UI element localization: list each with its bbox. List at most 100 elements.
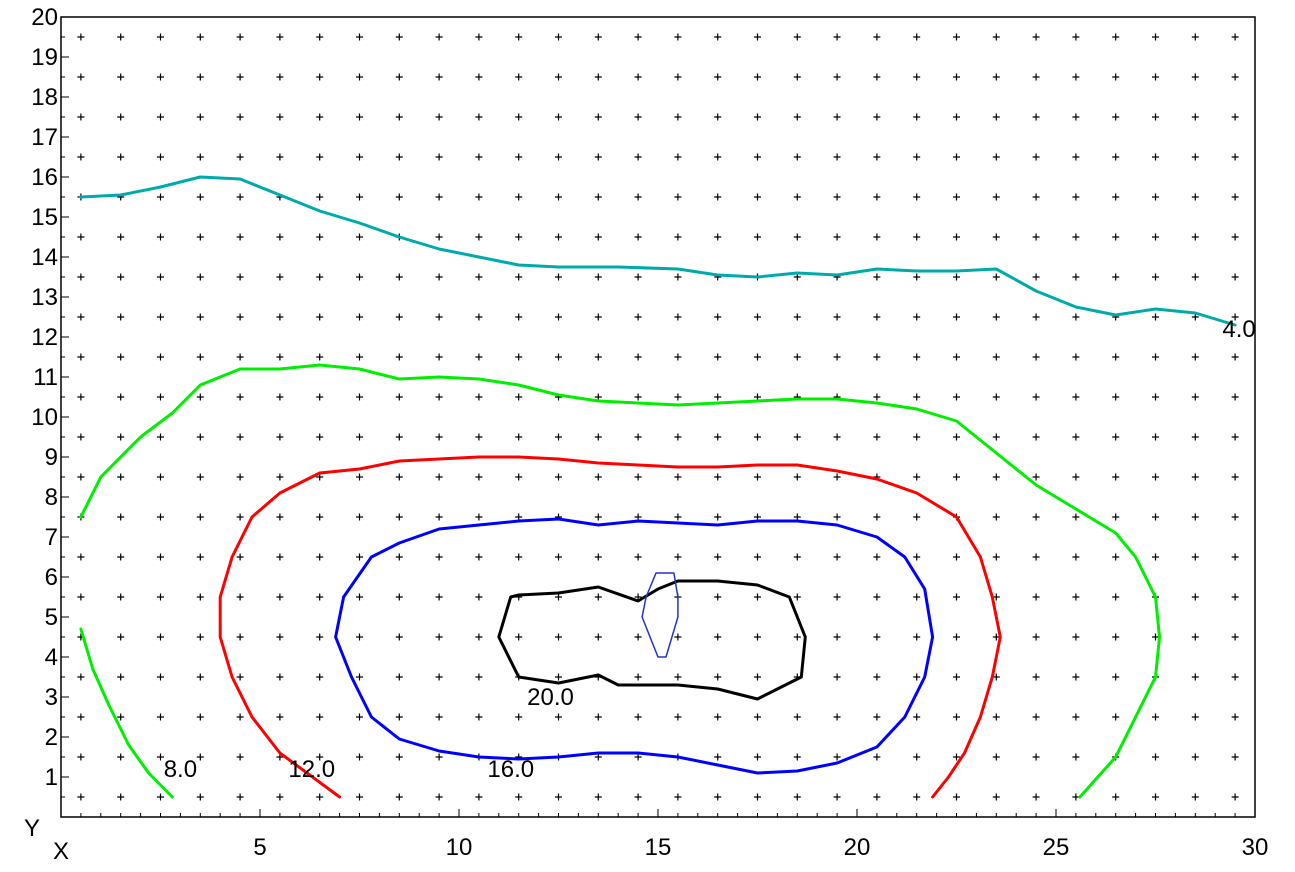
grid-marker (953, 713, 960, 721)
grid-marker (356, 113, 363, 121)
grid-marker (316, 753, 324, 761)
grid-marker (236, 233, 244, 241)
grid-marker (356, 593, 363, 601)
grid-marker (674, 793, 682, 801)
grid-marker (395, 73, 403, 81)
grid-marker (793, 473, 801, 481)
grid-marker (1072, 553, 1080, 561)
grid-marker (555, 793, 562, 801)
grid-marker (475, 673, 483, 681)
grid-marker (953, 353, 960, 361)
grid-marker (913, 233, 921, 241)
grid-marker (714, 673, 722, 681)
grid-marker (77, 393, 85, 401)
grid-marker (515, 433, 523, 441)
grid-marker (356, 33, 363, 41)
grid-marker (754, 513, 761, 521)
grid-marker (1072, 273, 1080, 281)
grid-marker (1112, 553, 1120, 561)
grid-marker (395, 633, 403, 641)
grid-marker (913, 753, 921, 761)
contour-label: 12.0 (288, 756, 335, 783)
grid-marker (1032, 673, 1040, 681)
grid-marker (435, 553, 443, 561)
grid-marker (515, 273, 523, 281)
grid-marker (873, 793, 881, 801)
contour-label: 4.0 (1222, 316, 1255, 343)
grid-marker (236, 713, 244, 721)
grid-marker (356, 73, 363, 81)
grid-marker (236, 433, 244, 441)
grid-marker (395, 553, 403, 561)
grid-marker (873, 233, 881, 241)
grid-marker (435, 73, 443, 81)
grid-marker (77, 153, 85, 161)
grid-marker (913, 353, 921, 361)
grid-marker (1231, 193, 1239, 201)
grid-marker (236, 193, 244, 201)
grid-marker (117, 793, 125, 801)
grid-marker (236, 353, 244, 361)
grid-marker (714, 353, 722, 361)
minor-ticks (60, 16, 1256, 818)
grid-marker (754, 793, 761, 801)
grid-marker (754, 313, 761, 321)
grid-marker (1112, 73, 1120, 81)
grid-marker (873, 113, 881, 121)
grid-marker (1032, 633, 1040, 641)
y-tick-label: 1 (45, 764, 58, 791)
grid-marker (1191, 113, 1199, 121)
grid-marker (157, 393, 164, 401)
grid-marker (833, 113, 841, 121)
grid-marker (316, 353, 324, 361)
grid-marker (515, 193, 523, 201)
grid-marker (714, 593, 722, 601)
grid-marker (754, 193, 761, 201)
grid-marker (276, 33, 284, 41)
grid-marker (1072, 233, 1080, 241)
grid-marker (157, 233, 164, 241)
grid-marker (555, 353, 562, 361)
grid-marker (1032, 713, 1040, 721)
grid-marker (236, 153, 244, 161)
grid-marker (714, 393, 722, 401)
grid-marker (196, 673, 204, 681)
grid-marker (356, 433, 363, 441)
grid-marker (356, 553, 363, 561)
grid-marker (77, 673, 85, 681)
grid-marker (793, 193, 801, 201)
grid-marker (276, 673, 284, 681)
grid-marker (1112, 673, 1120, 681)
grid-marker (1191, 353, 1199, 361)
grid-marker (1072, 153, 1080, 161)
grid-marker (196, 513, 204, 521)
grid-marker (475, 433, 483, 441)
grid-marker (117, 513, 125, 521)
grid-marker (1191, 153, 1199, 161)
grid-marker (992, 73, 1000, 81)
y-tick-label: 15 (31, 204, 58, 231)
grid-marker (634, 193, 642, 201)
grid-marker (1231, 513, 1239, 521)
grid-marker (873, 273, 881, 281)
grid-marker (1231, 33, 1239, 41)
grid-marker (594, 633, 602, 641)
grid-marker (435, 193, 443, 201)
grid-marker (873, 553, 881, 561)
grid-marker (395, 753, 403, 761)
grid-marker (1191, 193, 1199, 201)
grid-marker (196, 73, 204, 81)
x-tick-label: 15 (645, 834, 672, 861)
grid-marker (992, 113, 1000, 121)
grid-marker (1112, 353, 1120, 361)
x-tick-label: 30 (1242, 834, 1269, 861)
grid-marker (594, 313, 602, 321)
y-tick-label: 19 (31, 44, 58, 71)
grid-marker (714, 513, 722, 521)
grid-marker (117, 433, 125, 441)
grid-marker (356, 513, 363, 521)
grid-marker (674, 513, 682, 521)
grid-marker (594, 393, 602, 401)
grid-marker (634, 353, 642, 361)
grid-marker (1152, 553, 1159, 561)
